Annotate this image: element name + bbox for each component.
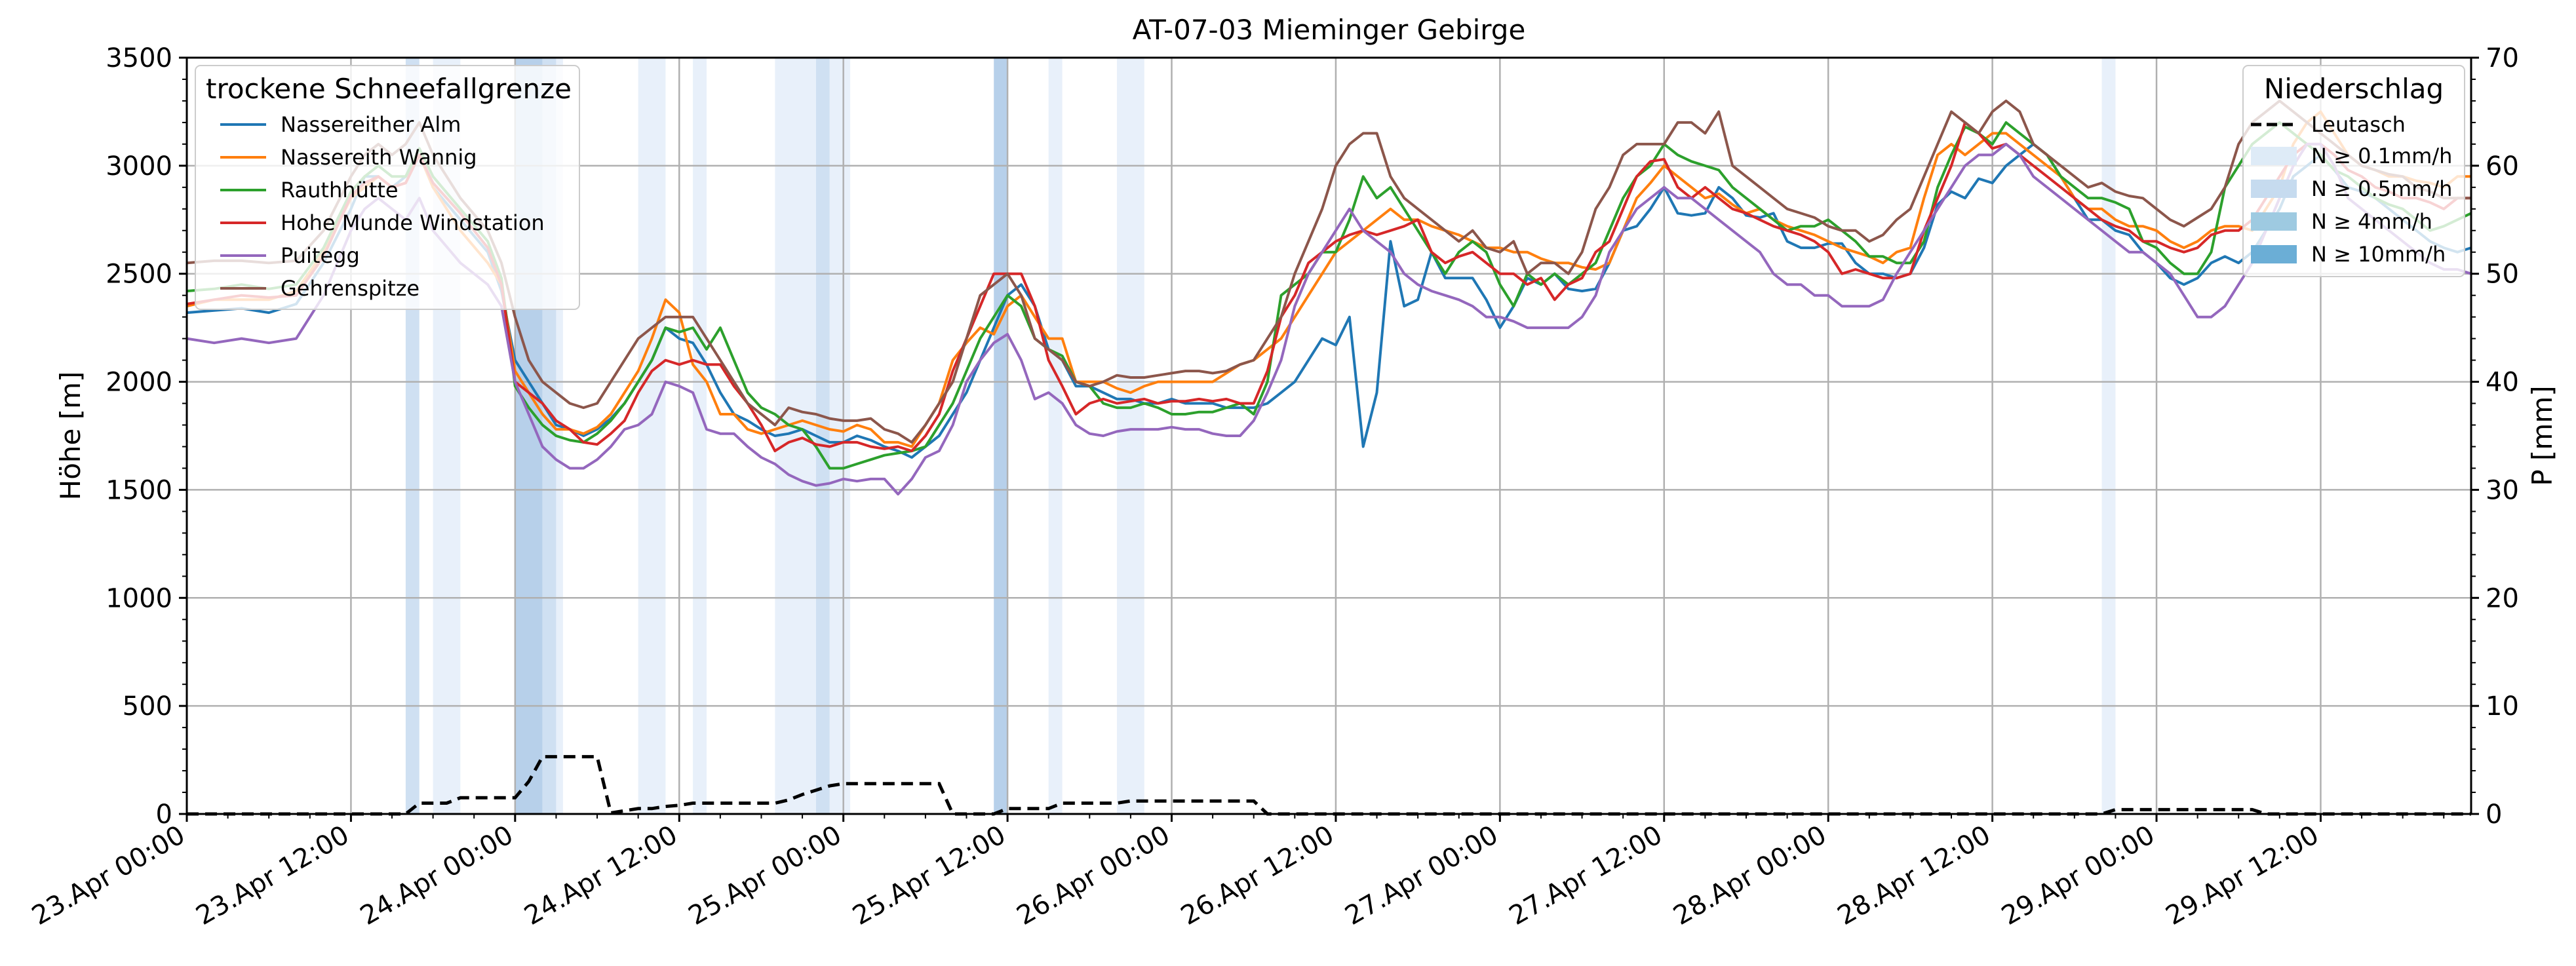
precip-band [815, 58, 830, 814]
precip-band [693, 58, 707, 814]
legend-precip-swatch [2251, 180, 2297, 198]
series-line [186, 110, 2471, 448]
chart-title: AT-07-03 Mieminger Gebirge [1133, 14, 1526, 46]
precip-band [829, 58, 851, 814]
y-tick-label: 3000 [106, 151, 172, 182]
legend-snowfall-limit: trockene Schneefallgrenze Nassereither A… [195, 65, 580, 310]
legend-precip-swatch [2251, 147, 2297, 165]
legend-snow-label: Nassereither Alm [281, 112, 461, 137]
legend-snow-label: Nassereith Wannig [281, 145, 477, 170]
legend-precip-box [2242, 65, 2465, 277]
precip-band [638, 58, 666, 814]
y2-tick-label: 40 [2486, 368, 2519, 398]
legend-snow-label: Puitegg [281, 243, 360, 268]
y-tick-label: 1500 [106, 475, 172, 505]
legend-precip-label: N ≥ 4mm/h [2311, 209, 2432, 234]
y-tick-label: 0 [156, 800, 172, 830]
precip-band [994, 58, 1008, 814]
series-layer [186, 99, 2472, 495]
legend-snow-items: Nassereither Alm Nassereith Wannig Rauthhü… [220, 112, 545, 301]
y2-tick-label: 30 [2486, 475, 2519, 505]
legend-precip-swatch [2251, 245, 2297, 263]
y2-tick-label: 60 [2486, 151, 2519, 182]
precip-line [187, 755, 2471, 816]
legend-snow-label: Hohe Munde Windstation [281, 210, 545, 235]
precip-band [2101, 58, 2116, 814]
series-line [186, 99, 2471, 444]
y-tick-label: 2000 [106, 368, 172, 398]
y2-tick-label: 0 [2486, 800, 2502, 830]
legend-precip-items: Leutasch N ≥ 0.1mm/h N ≥ 0.5mm/h N ≥ 4mm/h N… [2251, 112, 2452, 267]
y2-axis-title: P [mm] [2526, 385, 2558, 486]
legend-snow-label: Rauthhütte [281, 178, 399, 203]
series-line [186, 142, 2472, 495]
y2-tick-label: 10 [2486, 691, 2519, 722]
y-tick-label: 3500 [106, 43, 172, 73]
plot-frame [185, 56, 2472, 815]
legend-precip-label: N ≥ 0.5mm/h [2311, 176, 2452, 201]
legend-precip-label: N ≥ 10mm/h [2311, 242, 2446, 267]
y2-tick-label: 20 [2486, 583, 2519, 613]
legend-snow-box [195, 65, 580, 310]
y2-tick-label: 50 [2486, 260, 2519, 290]
legend-precipitation: Niederschlag Leutasch N ≥ 0.1mm/h N ≥ 0.5m… [2242, 65, 2465, 277]
legend-precip-title: Niederschlag [2264, 73, 2444, 105]
legend-snow-title: trockene Schneefallgrenze [206, 73, 572, 105]
precip-band [1048, 58, 1063, 814]
y2-tick-label: 70 [2486, 43, 2519, 73]
legend-precip-swatch [2251, 212, 2297, 231]
precip-band [1117, 58, 1144, 814]
y-tick-label: 2500 [106, 260, 172, 290]
legend-snow-label: Gehrenspitze [281, 276, 420, 301]
y-tick-label: 1000 [106, 583, 172, 613]
series-line [186, 121, 2472, 470]
legend-precip-label: N ≥ 0.1mm/h [2311, 144, 2452, 168]
legend-precip-line-label: Leutasch [2311, 112, 2406, 137]
y-axis-title: Höhe [m] [54, 372, 87, 501]
y-tick-label: 500 [123, 691, 172, 722]
precip-line-layer [187, 755, 2471, 816]
series-line [186, 121, 2471, 453]
